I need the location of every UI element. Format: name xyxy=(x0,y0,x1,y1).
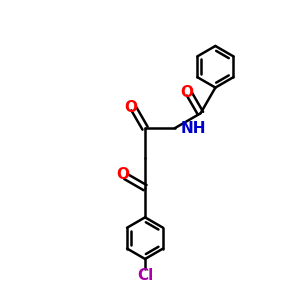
Text: O: O xyxy=(124,100,137,115)
Text: Cl: Cl xyxy=(137,268,153,283)
Text: O: O xyxy=(116,167,129,182)
Text: NH: NH xyxy=(181,121,206,136)
Text: O: O xyxy=(180,85,193,100)
